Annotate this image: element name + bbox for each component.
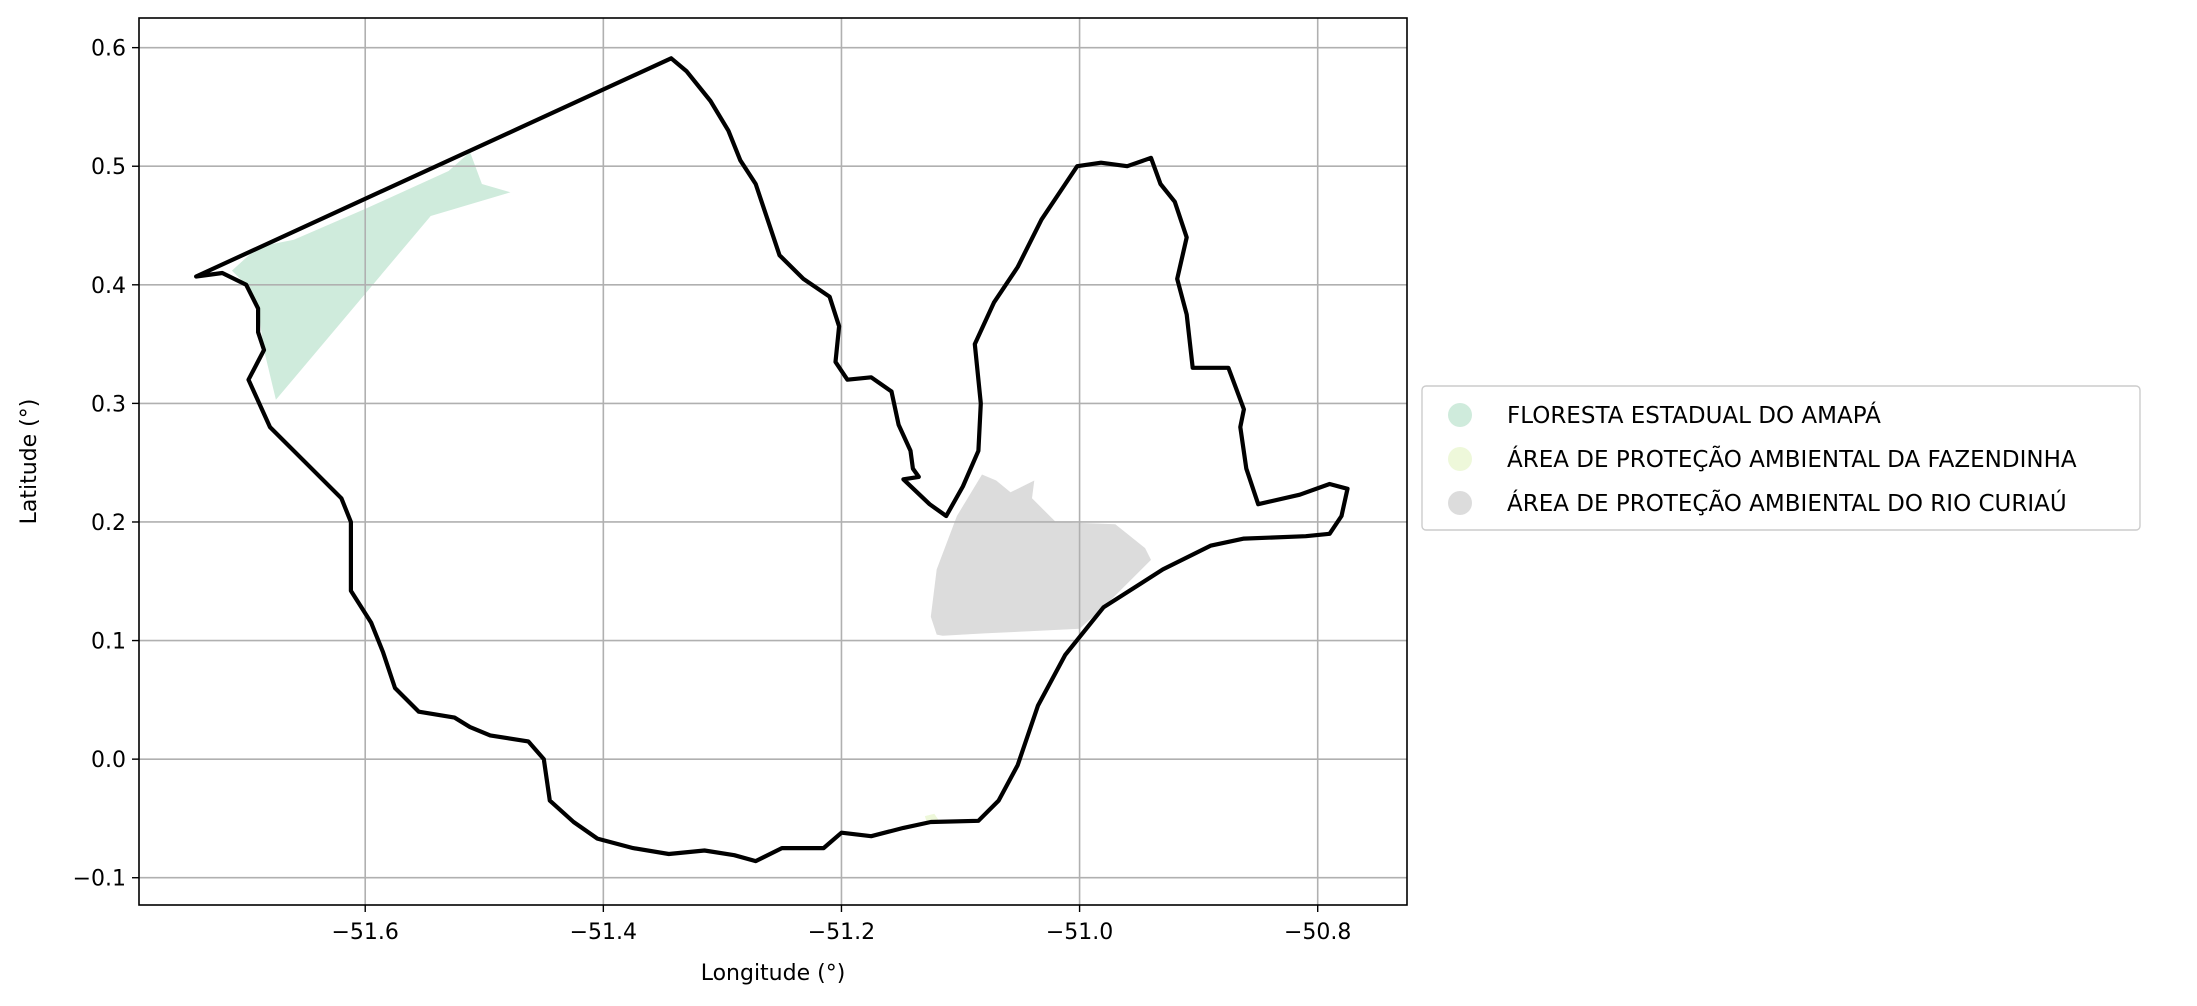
x-tick-label: −51.0 xyxy=(1046,920,1113,945)
y-tick-label: 0.5 xyxy=(91,155,126,180)
grid-lines xyxy=(139,18,1407,905)
y-tick-label: −0.1 xyxy=(73,867,126,892)
y-tick-label: 0.0 xyxy=(91,748,126,773)
axis-ticks: −51.6 −51.4 −51.2 −51.0 −50.8 0.6 0.5 0.4 0.3 0.2… xyxy=(73,37,1352,945)
y-tick-label: 0.2 xyxy=(91,511,126,536)
legend-label: ÁREA DE PROTEÇÃO AMBIENTAL DO RIO CURIAÚ xyxy=(1507,489,2067,517)
x-tick-label: −51.4 xyxy=(570,920,637,945)
x-tick-label: −51.6 xyxy=(332,920,399,945)
protected-areas-layer xyxy=(231,152,1151,824)
legend-marker xyxy=(1448,491,1472,515)
y-tick-label: 0.1 xyxy=(91,630,126,655)
y-axis-label: Latitude (°) xyxy=(17,399,42,525)
x-axis-label: Longitude (°) xyxy=(701,961,846,986)
legend-marker xyxy=(1448,403,1472,427)
municipality-boundary-layer xyxy=(194,56,1350,864)
x-tick-label: −51.2 xyxy=(808,920,875,945)
legend-label: FLORESTA ESTADUAL DO AMAPÁ xyxy=(1507,401,1881,429)
y-tick-label: 0.6 xyxy=(91,37,126,62)
area-area-de-protecao-ambiental-do-rio-curiau xyxy=(930,474,1151,636)
y-tick-label: 0.3 xyxy=(91,392,126,417)
legend: FLORESTA ESTADUAL DO AMAPÁ ÁREA DE PROTEÇ… xyxy=(1421,385,2141,531)
legend-label: ÁREA DE PROTEÇÃO AMBIENTAL DA FAZENDINHA xyxy=(1507,445,2077,473)
y-tick-label: 0.4 xyxy=(91,274,126,299)
area-floresta-estadual-do-amapa xyxy=(231,152,511,400)
municipality-boundary xyxy=(194,56,1350,864)
x-tick-label: −50.8 xyxy=(1284,920,1351,945)
plot-frame xyxy=(138,17,1408,906)
legend-marker xyxy=(1448,447,1472,471)
legend-box xyxy=(1421,385,2141,531)
